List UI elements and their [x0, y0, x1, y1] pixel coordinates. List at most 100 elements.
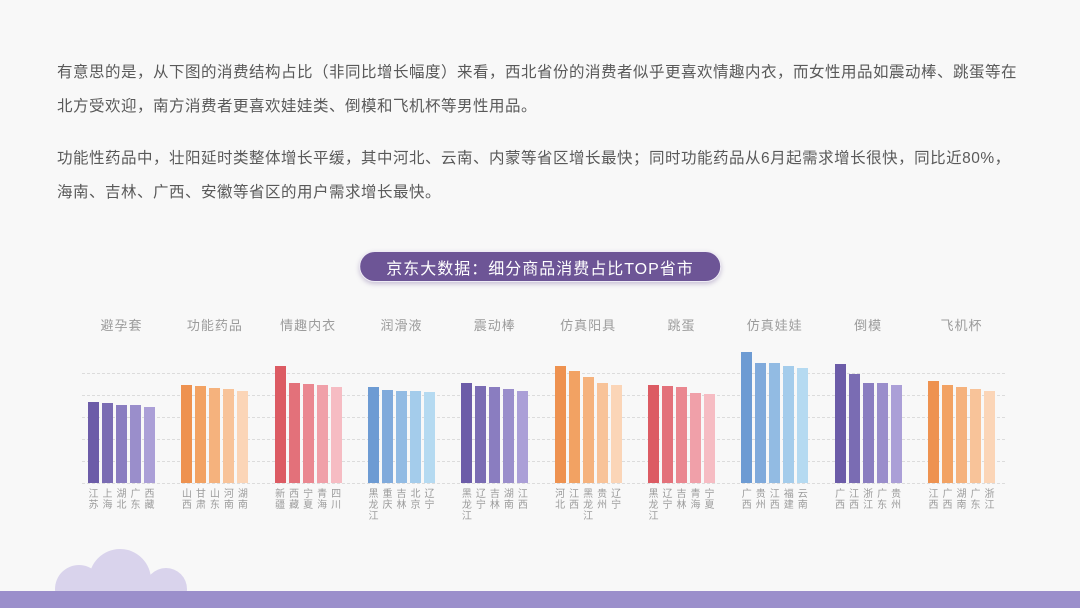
bar — [890, 385, 902, 483]
province-label: 广西 — [942, 489, 953, 511]
chart-group: 仿真阳具河北江西黑龙江贵州辽宁 — [554, 318, 622, 522]
province-label: 湖南 — [503, 489, 514, 511]
bar — [769, 363, 781, 483]
bar — [237, 391, 249, 483]
chart-group: 避孕套江苏上海湖北广东西藏 — [88, 318, 155, 522]
bar — [144, 407, 155, 483]
category-label: 润滑液 — [380, 318, 423, 333]
chart-gridlines — [82, 318, 1005, 548]
bar — [675, 387, 687, 483]
bar — [330, 387, 342, 483]
bar — [223, 389, 235, 483]
bar — [610, 385, 622, 483]
bar — [209, 388, 221, 483]
bar-cluster — [554, 334, 622, 483]
chart-title: 京东大数据：细分商品消费占比TOP省市 — [386, 260, 694, 278]
province-label: 江西 — [517, 489, 528, 511]
bar — [848, 374, 860, 483]
province-label: 广东 — [130, 489, 141, 511]
category-label: 倒模 — [854, 318, 883, 333]
category-label: 飞机杯 — [940, 318, 983, 333]
province-label: 吉林 — [489, 489, 500, 511]
province-label: 江西 — [769, 489, 780, 511]
province-label: 广东 — [877, 489, 888, 511]
category-label: 跳蛋 — [667, 318, 696, 333]
bar — [381, 390, 393, 483]
province-label: 江苏 — [88, 489, 99, 511]
bar — [517, 391, 529, 483]
province-labels: 山西甘肃山东河南湖南 — [181, 489, 248, 511]
chart-group: 润滑液黑龙江重庆吉林北京辽宁 — [367, 318, 435, 522]
cloud-decoration — [55, 549, 187, 591]
bar — [647, 385, 659, 483]
province-label: 西藏 — [144, 489, 155, 511]
bar — [395, 391, 407, 483]
province-label: 广西 — [741, 489, 752, 511]
intro-paragraph-1: 有意思的是，从下图的消费结构占比（非同比增长幅度）来看，西北省份的消费者似乎更喜… — [57, 64, 1018, 115]
bar — [582, 377, 594, 483]
bar — [409, 391, 421, 483]
chart-group: 仿真娃娃广西贵州江西福建云南 — [741, 318, 809, 522]
intro-text: 有意思的是，从下图的消费结构占比（非同比增长幅度）来看，西北省份的消费者似乎更喜… — [57, 56, 1025, 210]
province-labels: 黑龙江辽宁吉林湖南江西 — [461, 489, 528, 522]
province-label: 河北 — [555, 489, 566, 511]
province-labels: 黑龙江重庆吉林北京辽宁 — [368, 489, 435, 522]
bar — [755, 363, 767, 483]
province-label: 云南 — [797, 489, 808, 511]
province-label: 青海 — [690, 489, 701, 511]
bar — [288, 383, 300, 483]
province-label: 辽宁 — [662, 489, 673, 511]
province-label: 贵州 — [891, 489, 902, 511]
chart-group: 功能药品山西甘肃山东河南湖南 — [181, 318, 249, 522]
bar — [661, 386, 673, 483]
bar-chart: 避孕套江苏上海湖北广东西藏功能药品山西甘肃山东河南湖南情趣内衣新疆西藏宁夏青海四… — [82, 318, 1005, 548]
bar — [797, 368, 809, 483]
bar — [116, 405, 127, 483]
bar — [130, 405, 141, 483]
province-label: 黑龙江 — [583, 489, 594, 522]
bar-cluster — [274, 334, 342, 483]
bar — [274, 366, 286, 483]
bar — [568, 371, 580, 483]
bar — [862, 383, 874, 483]
bar — [461, 383, 473, 483]
province-label: 青海 — [317, 489, 328, 511]
category-label: 仿真娃娃 — [746, 318, 803, 333]
province-label: 贵州 — [597, 489, 608, 511]
province-label: 新疆 — [275, 489, 286, 511]
gridline — [82, 461, 1005, 462]
bar — [195, 386, 207, 483]
province-label: 宁夏 — [704, 489, 715, 511]
chart-group: 倒模广西江西浙江广东贵州 — [834, 318, 902, 522]
province-labels: 江西广西湖南广东浙江 — [928, 489, 995, 511]
bar-cluster — [927, 334, 995, 483]
bar — [503, 389, 515, 483]
bar — [983, 391, 995, 483]
chart-group: 震动棒黑龙江辽宁吉林湖南江西 — [461, 318, 529, 522]
province-label: 四川 — [331, 489, 342, 511]
chart-group: 情趣内衣新疆西藏宁夏青海四川 — [274, 318, 342, 522]
province-label: 吉林 — [676, 489, 687, 511]
province-label: 湖南 — [956, 489, 967, 511]
province-label: 辽宁 — [611, 489, 622, 511]
bar — [834, 364, 846, 483]
bar-cluster — [181, 334, 249, 483]
province-label: 吉林 — [396, 489, 407, 511]
bar-cluster — [367, 334, 435, 483]
province-label: 福建 — [783, 489, 794, 511]
intro-paragraph-2: 功能性药品中，壮阳延时类整体增长平缓，其中河北、云南、内蒙等省区增长最快；同时功… — [57, 150, 1011, 201]
cloud-bump-middle — [89, 549, 151, 591]
province-label: 黑龙江 — [368, 489, 379, 522]
bar — [102, 403, 113, 483]
province-labels: 黑龙江辽宁吉林青海宁夏 — [648, 489, 715, 522]
gridline — [82, 373, 1005, 374]
bar — [876, 383, 888, 483]
bar — [783, 366, 795, 483]
bar — [969, 389, 981, 483]
bar — [316, 385, 328, 483]
province-labels: 广西贵州江西福建云南 — [741, 489, 808, 511]
chart-title-badge: 京东大数据：细分商品消费占比TOP省市 — [359, 251, 721, 282]
province-label: 江西 — [849, 489, 860, 511]
province-labels: 广西江西浙江广东贵州 — [835, 489, 902, 511]
province-label: 湖南 — [237, 489, 248, 511]
